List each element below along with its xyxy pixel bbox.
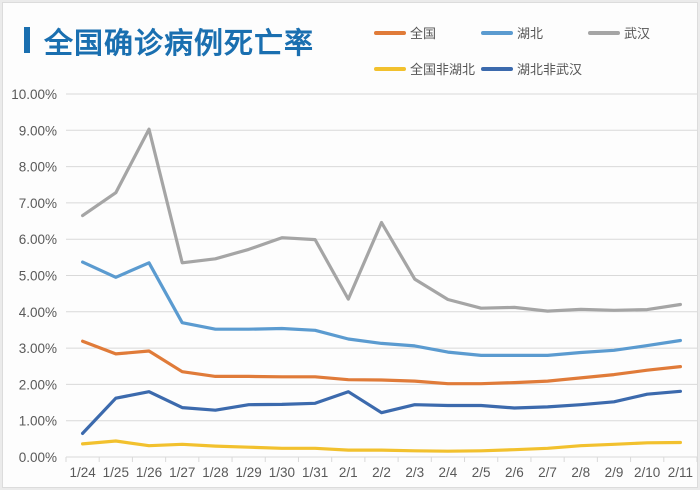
y-tick-label: 10.00% (11, 87, 57, 102)
legend-label-national-excl-hubei: 全国非湖北 (410, 63, 476, 78)
y-tick-label: 3.00% (19, 341, 57, 356)
legend-swatch-wuhan (588, 30, 620, 35)
gridlines (66, 93, 697, 458)
legend-swatch-national-excl-hubei (374, 66, 406, 71)
legend-item-hubei-excl-wuhan: 湖北非武汉 (481, 59, 582, 78)
x-tick-label: 2/3 (405, 465, 424, 480)
series-lines (80, 127, 683, 453)
legend-swatch-hubei (481, 30, 513, 35)
legend-item-national: 全国 (374, 23, 436, 42)
legend-swatch-hubei-excl-wuhan (481, 66, 513, 71)
y-tick-label: 2.00% (19, 377, 57, 392)
y-tick-label: 0.00% (19, 450, 57, 465)
x-tick-label: 2/5 (472, 465, 491, 480)
chart-title: 全国确诊病例死亡率 (44, 26, 315, 60)
x-tick-label: 2/8 (571, 465, 590, 480)
x-tick-label: 2/9 (605, 465, 624, 480)
x-tick-label: 1/24 (69, 465, 96, 480)
x-tick-label: 2/7 (538, 465, 557, 480)
x-axis: 1/24 1/25 1/26 1/27 1/28 1/29 1/30 1/31 2/1 2/2 2/… (65, 457, 698, 480)
series-national-line (80, 339, 683, 386)
x-tick-label: 1/26 (136, 465, 162, 480)
x-tick-label: 1/31 (302, 465, 328, 480)
x-tick-label: 2/10 (634, 465, 660, 480)
series-wuhan-line (80, 127, 683, 313)
series-national-excl-hubei-line (80, 439, 683, 453)
y-tick-label: 1.00% (19, 414, 57, 429)
legend-label-wuhan: 武汉 (624, 27, 651, 42)
y-tick-label: 4.00% (19, 305, 57, 320)
x-tick-label: 1/29 (236, 465, 262, 480)
y-tick-label: 8.00% (19, 160, 57, 175)
y-tick-label: 7.00% (19, 196, 57, 211)
legend-item-national-excl-hubei: 全国非湖北 (374, 59, 475, 78)
x-tick-label: 1/27 (169, 465, 195, 480)
legend-label-hubei: 湖北 (517, 27, 544, 42)
y-axis: 0.00% 1.00% 2.00% 3.00% 4.00% 5.00% 6.00% 7.00%… (11, 87, 57, 465)
x-tick-label: 2/1 (339, 465, 358, 480)
title-accent-bar (24, 27, 30, 53)
x-tick-label: 1/25 (103, 465, 129, 480)
x-tick-label: 2/11 (668, 465, 693, 480)
y-tick-label: 5.00% (19, 269, 57, 284)
series-hubei-excl-wuhan-line (80, 389, 683, 435)
legend-item-wuhan: 武汉 (588, 23, 650, 42)
y-tick-label: 6.00% (19, 232, 57, 247)
x-tick-label: 2/2 (372, 465, 391, 480)
x-tick-label: 1/30 (269, 465, 295, 480)
legend-item-hubei: 湖北 (481, 23, 543, 42)
y-tick-label: 9.00% (19, 123, 57, 138)
legend-label-national: 全国 (410, 27, 437, 42)
legend-label-hubei-excl-wuhan: 湖北非武汉 (517, 63, 583, 78)
x-tick-label: 1/28 (202, 465, 228, 480)
x-tick-label: 2/4 (439, 465, 458, 480)
legend-swatch-national (374, 30, 406, 35)
x-tick-label: 2/6 (505, 465, 524, 480)
